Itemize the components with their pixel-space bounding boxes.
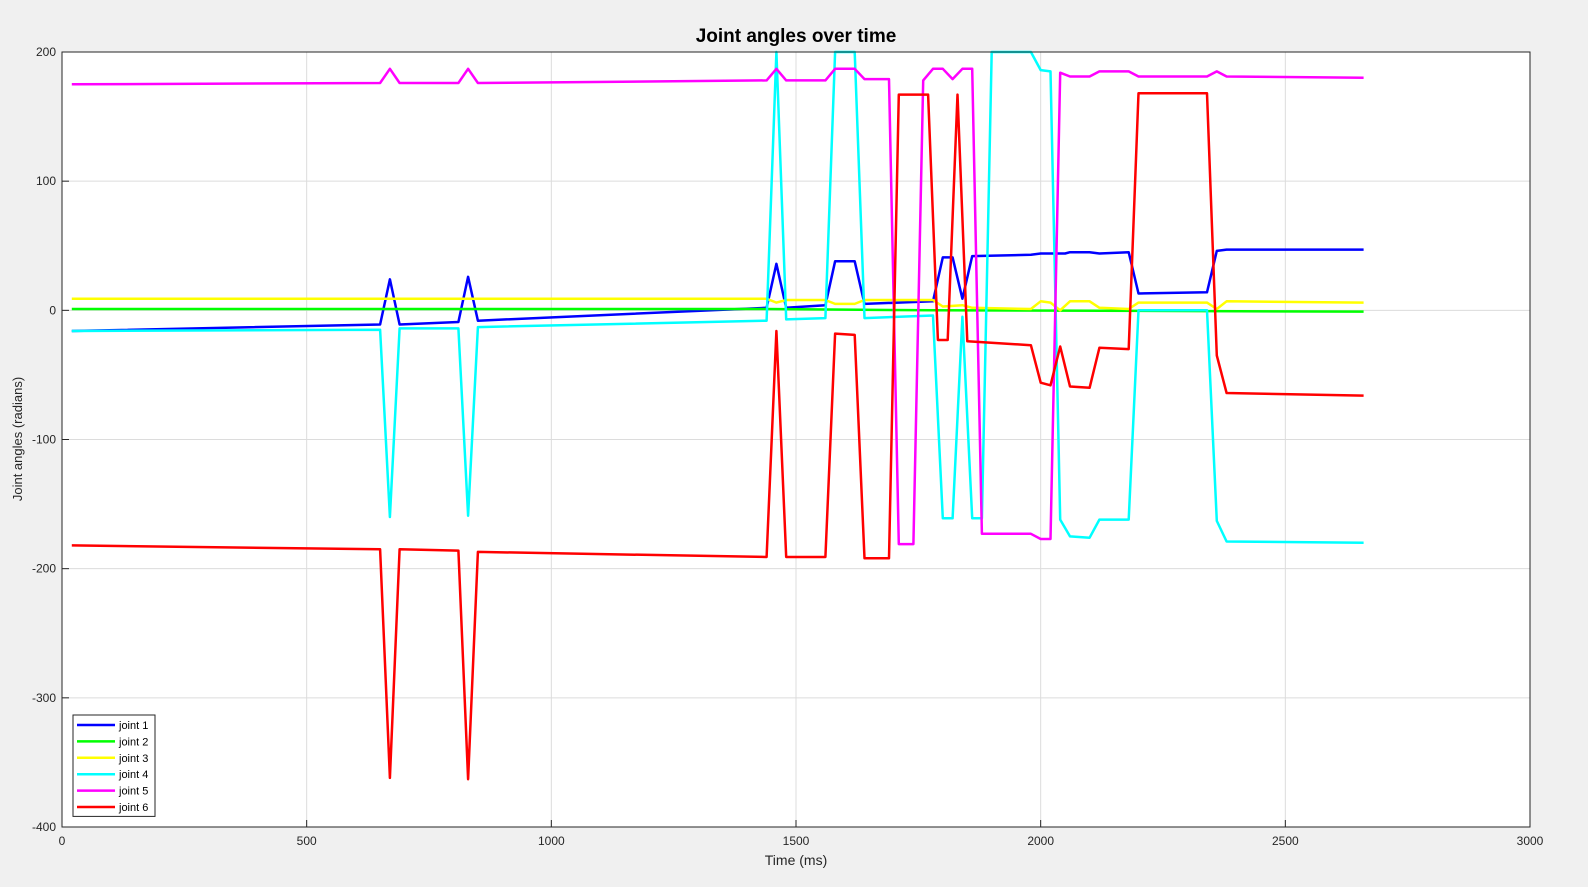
chart-title: Joint angles over time	[696, 26, 897, 47]
axis-ticks: 0 500 1000 1500 2000 2500 3000-400-300-200-100…	[32, 45, 1544, 848]
y-tick-label: -400	[32, 820, 56, 834]
x-tick-label: 1500	[783, 834, 810, 848]
y-tick-label: 200	[36, 45, 56, 59]
legend-label: joint 1	[118, 720, 148, 732]
series-line-joint-6	[71, 92, 1364, 781]
x-tick-label: 1000	[538, 834, 565, 848]
series-layer	[71, 50, 1364, 781]
x-axis-label: Time (ms)	[765, 852, 827, 868]
series-line-joint-4	[71, 50, 1364, 545]
x-tick-label: 3000	[1517, 834, 1544, 848]
legend-box	[72, 714, 156, 817]
legend-label: joint 2	[118, 736, 148, 748]
legend-label: joint 5	[118, 786, 148, 798]
legend: joint 1 joint 2 joint 3 joint 4 joint 5 joint…	[72, 714, 156, 817]
y-tick-label: 100	[36, 174, 56, 188]
x-tick-label: 0	[59, 834, 66, 848]
x-tick-label: 2500	[1272, 834, 1299, 848]
y-tick-label: -300	[32, 691, 56, 705]
y-tick-label: -100	[32, 433, 56, 447]
y-axis-label: Joint angles (radians)	[10, 377, 25, 501]
legend-label: joint 4	[118, 769, 148, 781]
legend-label: joint 3	[118, 753, 148, 765]
series-line-joint-5	[71, 67, 1364, 546]
legend-label: joint 6	[118, 802, 148, 814]
x-tick-label: 500	[297, 834, 317, 848]
y-tick-label: 0	[49, 303, 56, 317]
x-tick-label: 2000	[1027, 834, 1054, 848]
y-tick-label: -200	[32, 562, 56, 576]
series-line-joint-1	[71, 248, 1364, 333]
